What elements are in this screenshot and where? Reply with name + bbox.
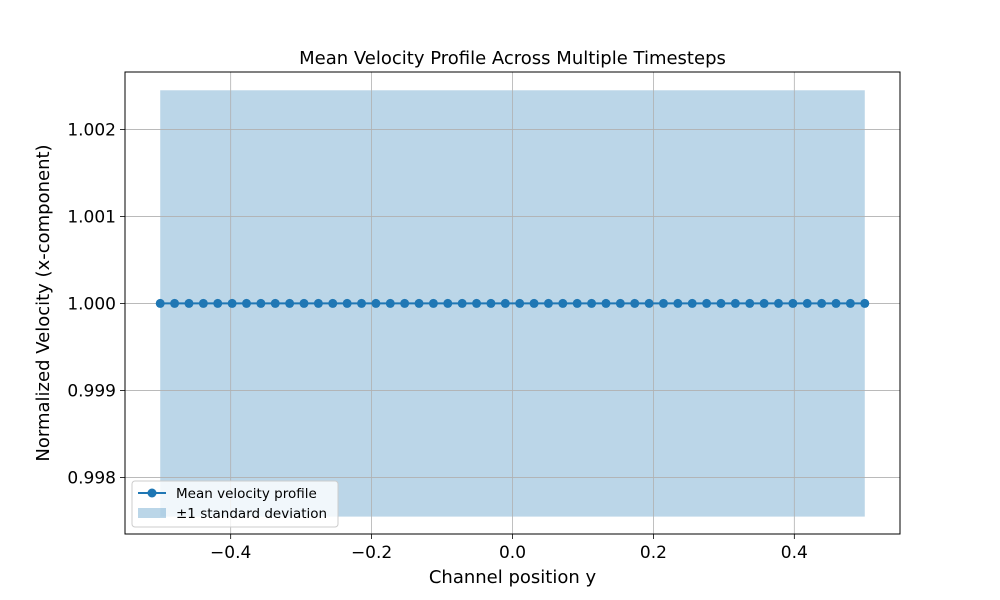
data-point [385,298,395,308]
data-point [572,298,582,308]
data-point [371,298,381,308]
data-point [745,298,755,308]
data-point [802,298,812,308]
data-point [817,298,827,308]
data-point [256,298,266,308]
legend-box [131,480,339,528]
data-point [400,298,410,308]
data-point [299,298,309,308]
x-tick-label: −0.2 [351,543,392,563]
series-layer [155,298,870,308]
data-point [155,298,165,308]
y-tick-label: 1.000 [67,294,116,314]
data-point [587,298,597,308]
data-point [241,298,251,308]
data-point [486,298,496,308]
data-point [342,298,352,308]
data-point [529,298,539,308]
data-point [630,298,640,308]
data-point [227,298,237,308]
data-point [543,298,553,308]
data-point [500,298,510,308]
data-point [328,298,338,308]
data-point [414,298,424,308]
legend: Mean velocity profile ±1 standard deviat… [131,480,339,528]
data-point [860,298,870,308]
legend-band-patch [138,508,166,518]
data-point [687,298,697,308]
chart-title: Mean Velocity Profile Across Multiple Ti… [299,48,726,69]
data-point [170,298,180,308]
ticks: −0.4 −0.2 0.0 0.2 0.4 0.998 0.999 1.000 1.001 1.0… [67,120,808,563]
data-point [673,298,683,308]
data-point [428,298,438,308]
data-point [615,298,625,308]
legend-band-label: ±1 standard deviation [176,506,327,522]
data-point [357,298,367,308]
data-point [285,298,295,308]
data-point [759,298,769,308]
y-tick-label: 0.998 [67,468,116,488]
legend-series-label: Mean velocity profile [176,486,317,502]
data-point [730,298,740,308]
data-point [472,298,482,308]
data-point [270,298,280,308]
data-point [774,298,784,308]
y-tick-label: 1.002 [67,120,116,140]
x-axis-label: Channel position y [429,567,597,588]
data-point [213,298,223,308]
x-tick-label: 0.0 [499,543,526,563]
x-tick-label: −0.4 [210,543,251,563]
data-point [515,298,525,308]
legend-dot-marker [147,488,157,498]
data-point [313,298,323,308]
data-point [644,298,654,308]
data-point [845,298,855,308]
data-point [831,298,841,308]
data-point [443,298,453,308]
y-tick-label: 1.001 [67,207,116,227]
x-tick-label: 0.4 [781,543,808,563]
y-axis-label: Normalized Velocity (x-component) [33,144,54,461]
y-tick-label: 0.999 [67,381,116,401]
data-point [198,298,208,308]
x-tick-label: 0.2 [640,543,667,563]
data-point [702,298,712,308]
data-point [601,298,611,308]
data-point [457,298,467,308]
data-point [184,298,194,308]
data-point [558,298,568,308]
data-point [716,298,726,308]
data-point [658,298,668,308]
data-point [788,298,798,308]
